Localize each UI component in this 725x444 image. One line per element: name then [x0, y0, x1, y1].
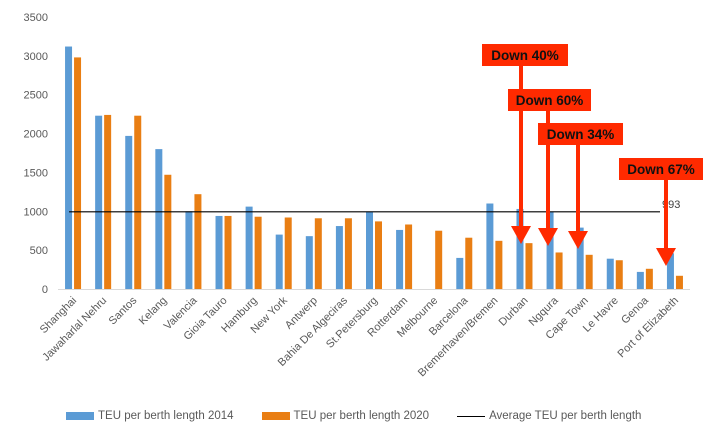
callout-arrow-head — [568, 231, 588, 249]
bar-2020 — [194, 194, 202, 289]
bar-2020 — [585, 254, 593, 289]
legend-swatch-2014 — [66, 412, 94, 420]
bar-2014 — [456, 257, 464, 289]
y-tick-label: 1500 — [24, 167, 48, 179]
legend-swatch-2020 — [261, 412, 290, 420]
bar-2020 — [284, 217, 292, 289]
bar-2020 — [375, 221, 382, 289]
bar-2020 — [344, 218, 352, 289]
bar-2014 — [666, 253, 674, 289]
callout-arrow-shaft — [664, 178, 668, 248]
bar-2020 — [74, 57, 82, 289]
bar-2014 — [606, 258, 614, 289]
callout-box — [619, 158, 703, 180]
x-tick-label: Durban — [497, 295, 531, 329]
callout-label: Down 60% — [516, 93, 584, 108]
bar-2014 — [366, 212, 373, 289]
bar-2014 — [95, 115, 103, 289]
legend-label-average: Average TEU per berth length — [489, 410, 642, 422]
bar-2020 — [555, 252, 563, 289]
bar-2020 — [164, 174, 172, 289]
legend-item-2020: TEU per berth length 2020 — [261, 410, 430, 422]
callout-arrow-shaft — [576, 143, 580, 231]
y-tick-label: 2000 — [24, 129, 48, 141]
bar-2020 — [465, 237, 473, 289]
legend-item-average: Average TEU per berth length — [457, 410, 641, 422]
callout-arrow-head — [511, 226, 531, 244]
y-tick-label: 3000 — [24, 51, 48, 63]
bar-2020 — [224, 215, 232, 289]
y-tick-label: 3500 — [24, 12, 48, 24]
bar-2014 — [275, 234, 283, 289]
y-tick-label: 500 — [30, 245, 48, 257]
y-tick-label: 0 — [42, 284, 48, 296]
bar-2020 — [134, 115, 142, 289]
bar-2014 — [636, 271, 644, 289]
x-tick-label: Santos — [107, 294, 140, 327]
callout-label: Down 34% — [547, 127, 615, 142]
bar-2014 — [546, 212, 554, 289]
y-tick-label: 1000 — [24, 206, 48, 218]
bar-2020 — [314, 218, 322, 289]
legend-item-2014: TEU per berth length 2014 — [66, 410, 234, 422]
callout-box — [482, 44, 568, 66]
callout-arrow-shaft — [546, 109, 550, 228]
bar-2014 — [516, 208, 524, 289]
bar-2014 — [486, 203, 494, 289]
callout-arrow-shaft — [519, 64, 523, 226]
bar-2020 — [435, 230, 443, 289]
bar-2014 — [125, 135, 133, 289]
bar-2014 — [335, 226, 343, 289]
bar-2014 — [576, 227, 584, 289]
legend: TEU per berth length 2014 TEU per berth … — [66, 410, 669, 422]
bar-2020 — [615, 260, 623, 289]
y-tick-label: 2500 — [24, 90, 48, 102]
callout-arrow-head — [656, 248, 676, 266]
bar-2014 — [305, 236, 313, 289]
legend-swatch-average — [457, 415, 486, 417]
bar-2020 — [675, 275, 683, 289]
bar-2014 — [245, 206, 253, 289]
legend-label-2014: TEU per berth length 2014 — [98, 410, 234, 422]
callout-box — [538, 123, 623, 145]
bar-2020 — [405, 224, 413, 289]
bar-2020 — [525, 243, 533, 289]
bar-2020 — [254, 216, 262, 289]
callout-arrow-head — [538, 228, 558, 246]
bar-2014 — [155, 149, 163, 289]
callout-box — [508, 89, 591, 111]
bar-2014 — [215, 215, 223, 289]
legend-label-2020: TEU per berth length 2020 — [293, 410, 430, 422]
bar-2020 — [495, 240, 503, 289]
bar-2014 — [396, 229, 404, 289]
callout-label: Down 67% — [627, 162, 695, 177]
callout-label: Down 40% — [491, 48, 559, 63]
bar-2014 — [65, 46, 73, 289]
bar-2014 — [185, 211, 193, 289]
bar-2020 — [645, 268, 653, 289]
bar-2020 — [104, 114, 112, 289]
